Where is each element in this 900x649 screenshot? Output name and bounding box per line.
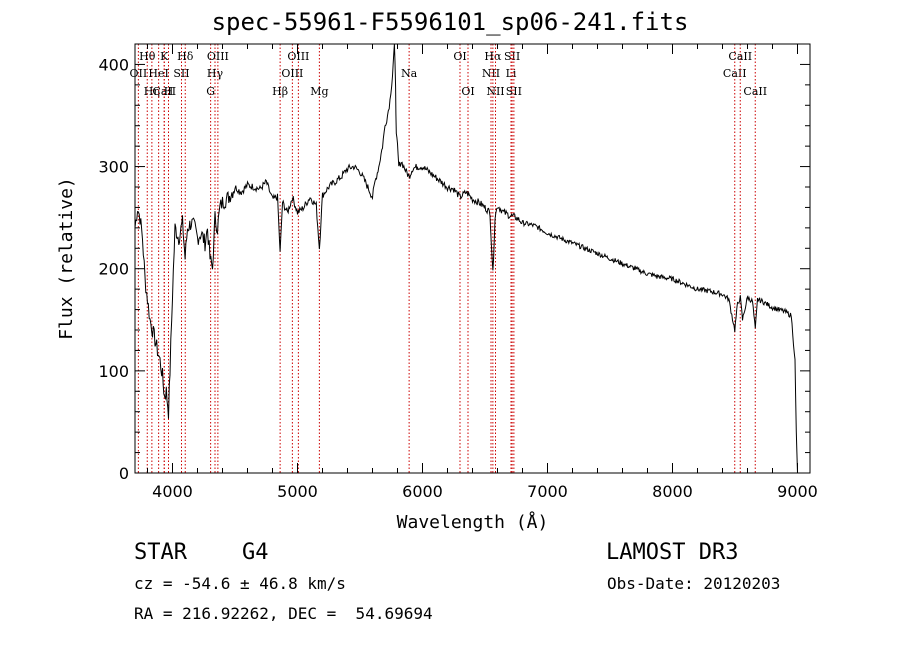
line-marker-label: SII [506, 85, 522, 98]
y-tick-label: 0 [119, 464, 129, 483]
x-tick-label: 4000 [152, 482, 193, 501]
coordinates: RA = 216.92262, DEC = 54.69694 [134, 604, 433, 623]
line-marker-label: Hβ [272, 85, 288, 98]
y-tick-label: 300 [98, 158, 129, 177]
line-marker-label: CaII [723, 67, 747, 80]
x-axis-label: Wavelength (Å) [397, 511, 549, 533]
y-tick-label: 100 [98, 362, 129, 381]
line-marker-label: OIII [287, 50, 309, 63]
spectrum-layer [134, 43, 798, 474]
y-tick-label: 400 [98, 55, 129, 74]
line-marker-label: Hγ [207, 67, 224, 80]
x-tick-label: 6000 [402, 482, 443, 501]
line-marker-label: OI [461, 85, 474, 98]
line-marker-label: HeI [148, 67, 168, 80]
line-marker-label: Na [401, 67, 418, 80]
y-axis-label: Flux (relative) [56, 177, 77, 340]
x-tick-label: 5000 [277, 482, 318, 501]
line-marker-label: G [206, 85, 215, 98]
survey-name: LAMOST DR3 [606, 540, 739, 565]
x-tick-label: 7000 [527, 482, 568, 501]
line-marker-label: CaII [728, 50, 752, 63]
redshift-text: cz = -54.6 ± 46.8 km/s [134, 574, 346, 593]
line-marker-label: CaII [743, 85, 767, 98]
line-marker-label: OI [453, 50, 466, 63]
line-marker-label: Hθ [139, 50, 156, 63]
x-axis: 4000 5000 6000 7000 8000 9000 [147, 44, 818, 501]
line-marker-label: Mg [310, 85, 328, 98]
object-type: STAR [134, 540, 187, 565]
line-marker-label: Hα [484, 50, 502, 63]
obs-date: Obs-Date: 20120203 [607, 574, 781, 593]
line-marker-label: SII [173, 67, 189, 80]
spectrum-chart: CaII OII Hθ Hη HeI K H SII Hδ G Hγ OIII Hβ OIII OIII Mg… [56, 43, 818, 533]
y-tick-label: 200 [98, 260, 129, 279]
chart-title: spec-55961-F5596101_sp06-241.fits [211, 8, 689, 36]
x-tick-label: 9000 [777, 482, 818, 501]
line-marker-label: Hη [144, 85, 160, 98]
line-marker-label: OIII [281, 67, 303, 80]
line-marker-label: K [160, 50, 169, 63]
line-marker-label: NII [486, 85, 504, 98]
spectrum-line [134, 43, 798, 474]
line-marker-label: H [164, 85, 174, 98]
line-markers: CaII OII Hθ Hη HeI K H SII Hδ G Hγ OIII Hβ OIII OIII Mg… [130, 44, 767, 473]
line-marker-label: Li [506, 67, 517, 80]
x-tick-label: 8000 [652, 482, 693, 501]
line-marker-label: OII [130, 67, 148, 80]
y-axis: 0 100 200 300 400 [98, 43, 810, 483]
line-marker-label: OIII [207, 50, 229, 63]
object-subclass: G4 [242, 540, 269, 565]
line-marker-label: CaII [152, 85, 176, 98]
plot-frame [134, 43, 811, 474]
line-marker-label: NII [482, 67, 500, 80]
line-marker-label: SII [504, 50, 520, 63]
line-marker-label: Hδ [177, 50, 194, 63]
